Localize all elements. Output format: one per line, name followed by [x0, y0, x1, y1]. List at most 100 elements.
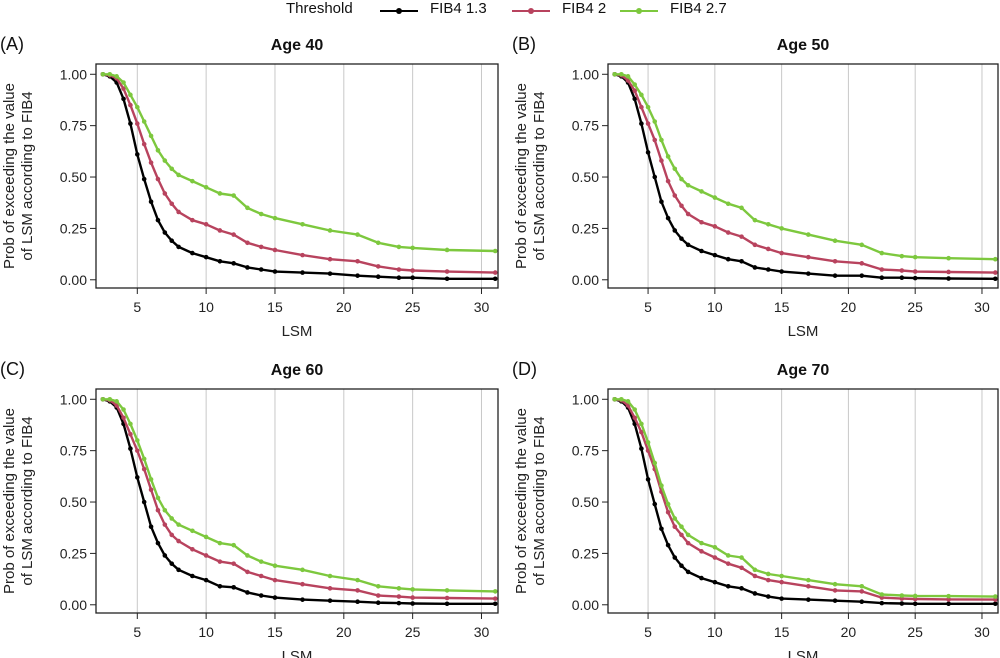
data-point [375, 264, 381, 269]
data-point [169, 532, 175, 538]
data-point [712, 555, 718, 560]
data-point [946, 255, 951, 261]
data-point [176, 567, 181, 573]
data-point [128, 431, 133, 437]
data-point [162, 553, 168, 558]
data-point [679, 524, 684, 529]
data-point [176, 209, 181, 215]
data-point [258, 244, 264, 250]
data-point [859, 242, 865, 248]
data-point [492, 276, 498, 282]
data-point [652, 460, 658, 466]
data-point [355, 258, 360, 264]
data-point [190, 528, 195, 534]
x-tick-label: 30 [474, 624, 490, 640]
data-point [659, 158, 664, 163]
data-point [300, 221, 305, 227]
x-tick-label: 15 [267, 624, 283, 640]
data-point [258, 593, 264, 598]
y-axis-label: Prob of exceeding the value [1, 83, 18, 269]
data-point [300, 581, 305, 587]
data-point [946, 276, 951, 281]
data-point [832, 238, 838, 244]
data-point [993, 256, 998, 262]
data-point [355, 588, 360, 593]
data-point [639, 104, 644, 110]
data-point [492, 596, 498, 601]
data-point [231, 561, 236, 566]
data-point [765, 246, 771, 252]
data-point [231, 193, 236, 198]
data-point [832, 273, 838, 278]
data-point [258, 211, 264, 217]
data-point [659, 199, 664, 204]
data-point [121, 415, 126, 421]
data-point [806, 583, 811, 589]
data-point [665, 215, 671, 221]
data-point [739, 205, 744, 211]
y-axis-label: Prob of exceeding the value [1, 408, 18, 594]
data-point [645, 150, 651, 155]
data-point [665, 178, 671, 184]
data-point [444, 276, 450, 282]
data-point [912, 254, 918, 260]
data-point [375, 593, 381, 598]
data-point [217, 228, 223, 233]
data-point [107, 71, 113, 77]
data-point [114, 74, 119, 79]
data-point [300, 597, 305, 602]
data-point [327, 573, 333, 579]
data-point [765, 267, 771, 272]
data-point [169, 166, 175, 172]
data-point [190, 217, 195, 223]
data-point [639, 429, 644, 435]
data-point [699, 189, 704, 194]
data-point [141, 119, 147, 124]
x-tick-label: 10 [707, 299, 723, 315]
data-point [128, 92, 133, 98]
data-point [190, 573, 195, 579]
data-point [859, 583, 865, 589]
data-point [725, 256, 731, 262]
data-point [779, 226, 784, 231]
data-point [699, 575, 704, 581]
data-point [699, 549, 704, 554]
data-point [121, 96, 126, 102]
data-point [699, 540, 704, 546]
series-line-fib4-1-3 [614, 73, 996, 280]
data-point [444, 601, 450, 607]
data-point [632, 96, 638, 102]
data-point [272, 247, 278, 253]
data-point [410, 587, 415, 592]
data-point [375, 240, 381, 246]
data-point [946, 593, 951, 599]
data-point [217, 191, 223, 196]
y-tick-label: 1.00 [60, 391, 87, 407]
data-point [190, 250, 195, 256]
data-point [231, 232, 236, 237]
data-point [679, 203, 684, 209]
data-point [652, 501, 658, 507]
data-point [806, 597, 811, 602]
data-point [155, 217, 161, 223]
y-tick-label: 0.50 [60, 169, 87, 185]
data-point [946, 269, 951, 275]
data-point [162, 507, 168, 513]
series-line-fib4-2 [614, 73, 996, 274]
data-point [685, 182, 691, 188]
panel-label: (A) [0, 34, 24, 54]
data-point [231, 585, 236, 590]
y-tick-label: 0.25 [572, 545, 599, 561]
data-point [217, 540, 223, 546]
data-point [659, 526, 664, 532]
data-point [765, 577, 771, 583]
data-point [912, 275, 918, 281]
panel-title: Age 60 [271, 362, 324, 379]
data-point [107, 396, 113, 402]
data-point [396, 600, 402, 606]
data-point [912, 269, 918, 274]
data-point [258, 267, 264, 272]
data-point [155, 540, 161, 546]
data-point [272, 577, 278, 583]
data-point [899, 601, 905, 606]
